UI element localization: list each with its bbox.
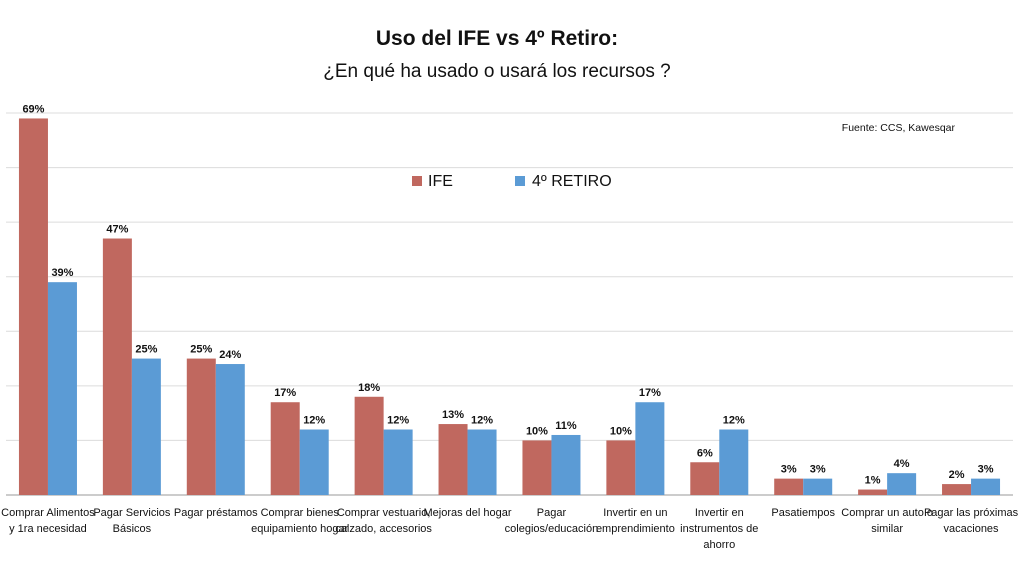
category-label: Mejoras del hogar <box>424 507 512 519</box>
category-label: Pagar Servicios Básicos <box>93 507 171 535</box>
bars <box>18 118 1001 495</box>
data-label-ife: 10% <box>610 425 632 437</box>
bar-4-retiro <box>719 429 749 495</box>
data-label-4-retiro: 3% <box>978 464 994 476</box>
bar-4-retiro <box>551 434 581 495</box>
bar-ife <box>186 358 216 495</box>
bar-ife <box>858 489 888 495</box>
category-label: Invertir en un emprendimiento <box>596 507 675 535</box>
bar-ife <box>774 478 804 495</box>
legend-label-ife: IFE <box>428 173 453 190</box>
bar-4-retiro <box>131 358 161 495</box>
data-label-ife: 47% <box>106 224 128 236</box>
bar-ife <box>354 396 384 495</box>
category-label: Comprar vestuario, calzado, accesorios <box>335 507 432 535</box>
data-label-4-retiro: 39% <box>51 267 73 279</box>
bar-4-retiro <box>971 478 1001 495</box>
category-label: Pagar las próximas vacaciones <box>924 507 1019 535</box>
bar-ife <box>438 424 468 495</box>
data-label-ife: 6% <box>697 447 713 459</box>
bar-ife <box>606 440 636 495</box>
bar-4-retiro <box>635 402 665 495</box>
data-label-4-retiro: 4% <box>894 458 910 470</box>
bar-4-retiro <box>47 282 77 495</box>
data-label-ife: 10% <box>526 425 548 437</box>
legend-swatch-4-retiro <box>515 176 525 186</box>
data-label-4-retiro: 12% <box>723 415 745 427</box>
bar-ife <box>102 238 132 495</box>
data-labels: 69% 39% 47% 25% 25% 24% 17% 12% 18% 12% 13% 12% 10% 1… <box>22 103 993 486</box>
bar-ife <box>18 118 48 495</box>
category-label: Invertir en instrumentos de ahorro <box>680 507 758 551</box>
bar-4-retiro <box>383 429 413 495</box>
bar-ife <box>690 462 720 495</box>
legend: IFE 4º RETIRO <box>412 173 612 190</box>
data-label-4-retiro: 11% <box>555 420 577 432</box>
data-label-4-retiro: 12% <box>471 415 493 427</box>
data-label-ife: 25% <box>190 344 212 356</box>
data-label-ife: 2% <box>949 469 965 481</box>
data-label-4-retiro: 17% <box>639 387 661 399</box>
bar-ife <box>522 440 552 495</box>
data-label-4-retiro: 25% <box>135 344 157 356</box>
category-label: Pagar préstamos <box>174 507 258 519</box>
data-label-4-retiro: 3% <box>810 464 826 476</box>
data-label-ife: 69% <box>22 103 44 115</box>
bar-4-retiro <box>467 429 497 495</box>
data-label-4-retiro: 12% <box>303 415 325 427</box>
data-label-4-retiro: 12% <box>387 415 409 427</box>
bar-4-retiro <box>299 429 329 495</box>
chart-title: Uso del IFE vs 4º Retiro: <box>376 27 618 50</box>
data-label-ife: 18% <box>358 382 380 394</box>
category-label: Pasatiempos <box>771 507 835 519</box>
category-label: Comprar Alimentos y 1ra necesidad <box>1 507 95 535</box>
data-label-ife: 17% <box>274 387 296 399</box>
category-label: Comprar bienes equipamiento hogar <box>251 507 349 535</box>
chart-subtitle: ¿En qué ha usado o usará los recursos ? <box>323 61 670 82</box>
bar-ife <box>942 484 972 495</box>
data-label-ife: 1% <box>865 475 881 487</box>
source-note: Fuente: CCS, Kawesqar <box>842 122 956 134</box>
legend-swatch-ife <box>412 176 422 186</box>
data-label-ife: 3% <box>781 464 797 476</box>
bar-ife <box>270 402 300 495</box>
legend-label-4-retiro: 4º RETIRO <box>532 173 612 190</box>
bar-4-retiro <box>887 473 917 495</box>
bar-4-retiro <box>215 364 245 495</box>
gridlines <box>6 112 1013 496</box>
category-label: Pagar colegios/educación <box>505 507 599 535</box>
data-label-4-retiro: 24% <box>219 349 241 361</box>
category-label: Comprar un auto o similar <box>841 507 933 535</box>
bar-4-retiro <box>803 478 833 495</box>
data-label-ife: 13% <box>442 409 464 421</box>
